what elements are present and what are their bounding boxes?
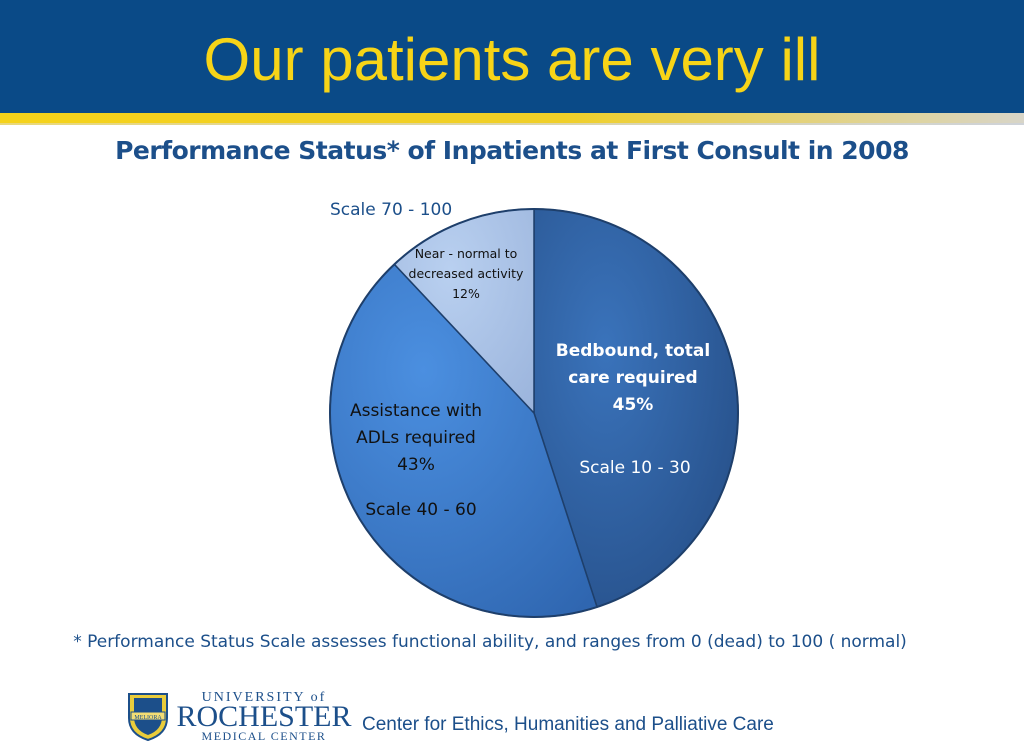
logo-line2: ROCHESTER bbox=[176, 700, 352, 733]
adl-label-pct: 43% bbox=[397, 455, 435, 475]
bedbound-label: Bedbound, total care required 45% bbox=[548, 338, 718, 419]
adl-label: Assistance with ADLs required 43% bbox=[338, 398, 494, 479]
footnote: * Performance Status Scale assesses func… bbox=[73, 632, 907, 652]
bedbound-label-pct: 45% bbox=[612, 395, 654, 415]
adl-label-line1: Assistance with bbox=[349, 401, 483, 421]
university-logo: MELIORA UNIVERSITY of ROCHESTER MEDICAL … bbox=[125, 688, 355, 743]
chart-title: Performance Status* of Inpatients at Fir… bbox=[115, 136, 909, 165]
gold-divider bbox=[0, 113, 1024, 123]
near-scale-label: Scale 70 - 100 bbox=[330, 200, 453, 220]
adl-scale-label: Scale 40 - 60 bbox=[365, 500, 477, 520]
slide-title: Our patients are very ill bbox=[203, 26, 821, 93]
logo-wordmark: UNIVERSITY of ROCHESTER MEDICAL CENTER bbox=[173, 690, 355, 743]
bedbound-scale-label: Scale 10 - 30 bbox=[579, 458, 691, 478]
footer-center-text: Center for Ethics, Humanities and Pallia… bbox=[362, 714, 774, 735]
near-label-pct: 12% bbox=[452, 286, 480, 301]
bedbound-label-line2: care required bbox=[568, 368, 698, 388]
near-label-line2: decreased activity bbox=[408, 266, 524, 281]
shield-icon: MELIORA bbox=[128, 693, 168, 742]
shield-motto: MELIORA bbox=[134, 715, 162, 721]
near-label-line1: Near - normal to bbox=[414, 246, 518, 261]
bedbound-label-line1: Bedbound, total bbox=[555, 341, 711, 361]
title-banner: Our patients are very ill bbox=[0, 0, 1024, 113]
pie-outline bbox=[329, 208, 739, 618]
near-label: Near - normal to decreased activity 12% bbox=[396, 244, 536, 304]
logo-line1: UNIVERSITY of bbox=[201, 690, 327, 705]
logo-line3: MEDICAL CENTER bbox=[201, 729, 327, 743]
thin-divider bbox=[0, 123, 1024, 125]
adl-label-line2: ADLs required bbox=[356, 428, 476, 448]
pie-slices bbox=[329, 208, 739, 618]
